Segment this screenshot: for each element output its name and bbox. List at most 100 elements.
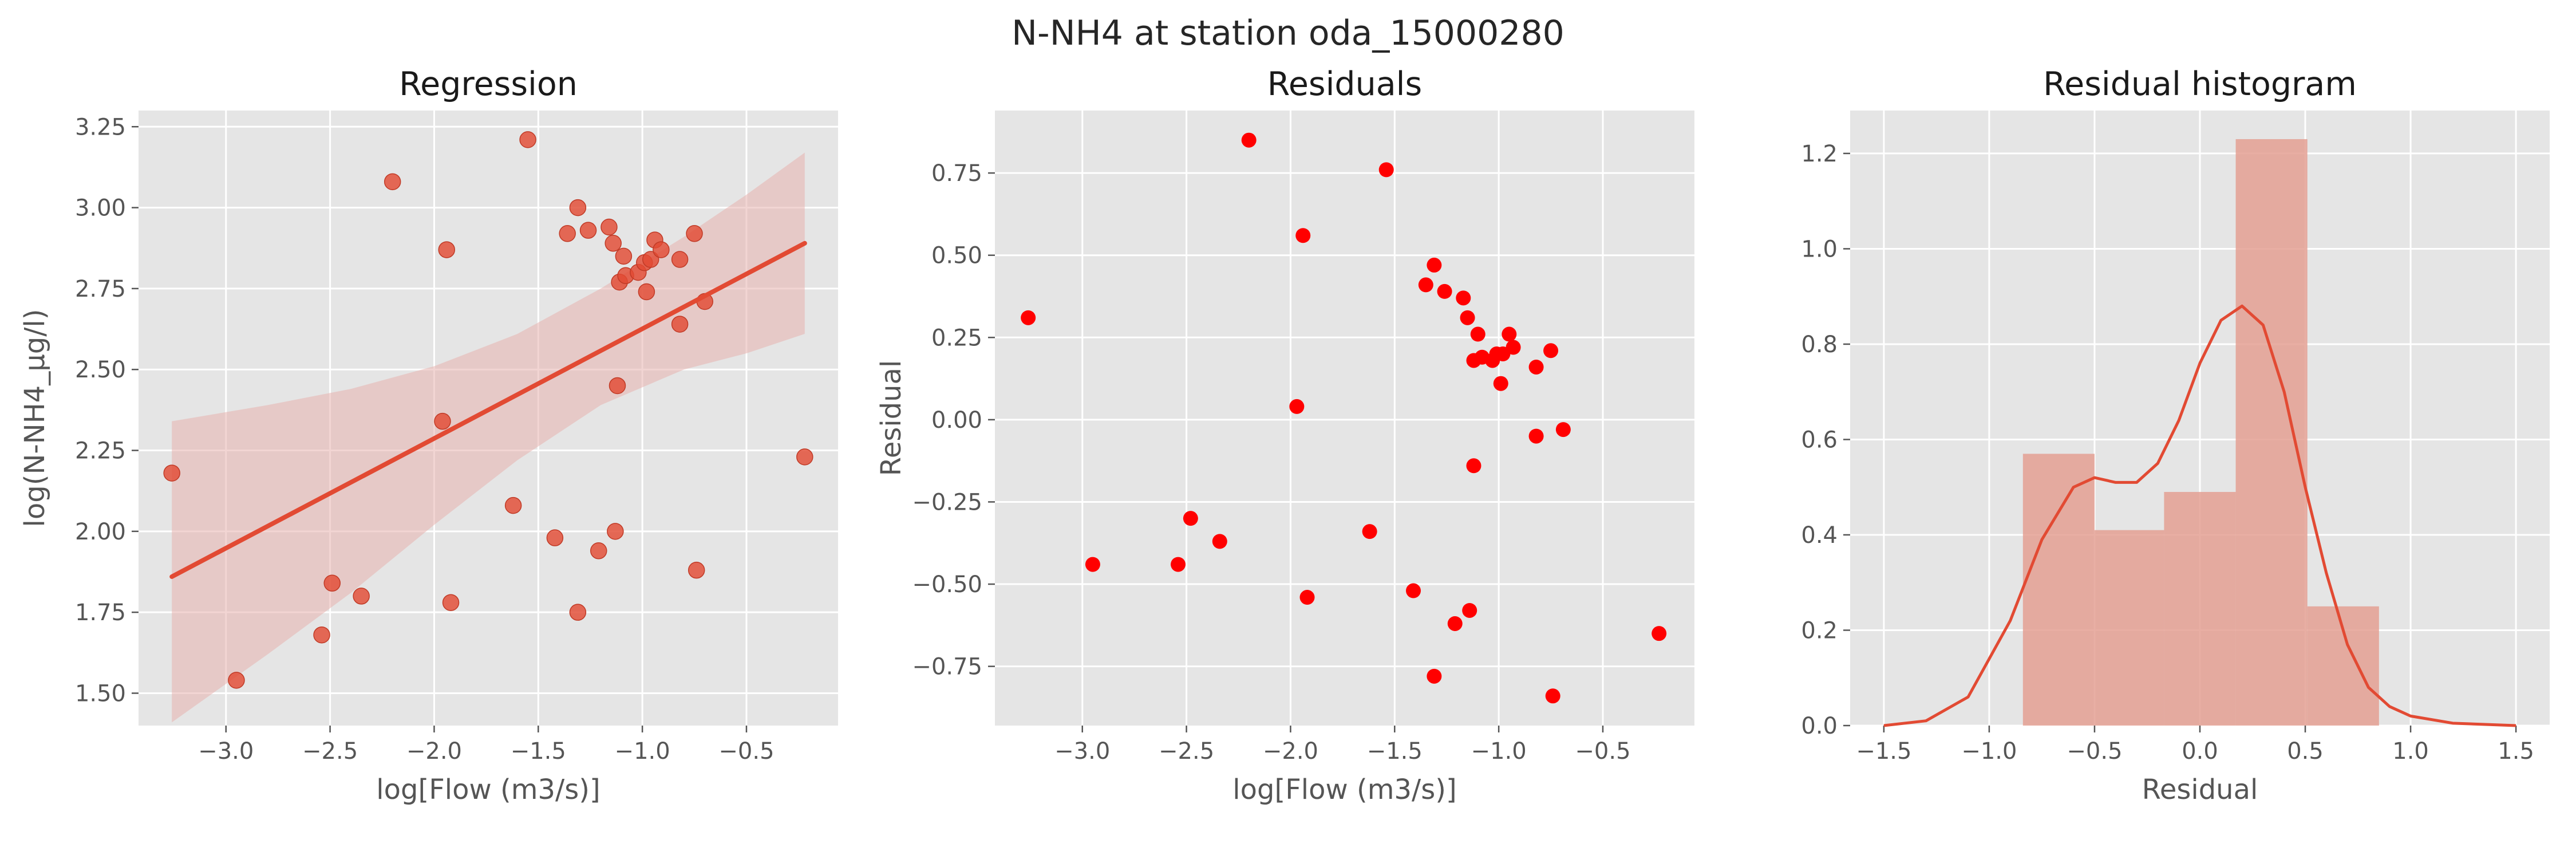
data-point: [163, 464, 180, 482]
data-point: [228, 672, 245, 689]
data-point: [1171, 557, 1186, 572]
histogram-bar: [2094, 530, 2164, 726]
data-point: [1362, 524, 1377, 539]
x-tick-label: 0.0: [2182, 738, 2218, 765]
data-point: [546, 529, 564, 546]
data-point: [796, 448, 813, 466]
data-point: [590, 542, 607, 559]
y-tick-label: 2.50: [75, 357, 126, 383]
data-point: [1462, 602, 1477, 618]
data-point: [686, 225, 703, 242]
data-point: [434, 412, 451, 430]
histogram-bar: [2022, 454, 2095, 726]
data-point: [600, 218, 618, 236]
y-tick-label: −0.25: [912, 489, 982, 515]
data-point: [1493, 376, 1508, 391]
data-point: [1545, 688, 1560, 704]
x-tick-label: −1.0: [1961, 738, 2017, 765]
data-point: [615, 247, 633, 265]
data-point: [1502, 326, 1517, 342]
data-point: [671, 251, 689, 268]
y-tick-label: 1.0: [1801, 236, 1838, 262]
x-tick-label: 1.0: [2392, 738, 2429, 765]
data-point: [605, 235, 622, 252]
y-tick-label: 1.50: [75, 680, 126, 707]
y-tick-label: 2.00: [75, 519, 126, 545]
x-tick-label: −2.0: [1263, 738, 1318, 765]
data-point: [1470, 326, 1485, 342]
y-tick-label: 3.25: [75, 114, 126, 140]
y-tick-label: −0.50: [912, 572, 982, 598]
x-tick-label: 1.5: [2498, 738, 2534, 765]
data-point: [1460, 310, 1475, 325]
data-point: [1295, 228, 1311, 243]
data-point: [1378, 162, 1394, 178]
x-tick-label: −2.5: [1159, 738, 1214, 765]
histogram-bar: [2235, 139, 2308, 726]
residual-histogram-panel: −1.5 −1.0 −0.5 0.0 0.5 1.0 1.5 0.0 0.2 0.4 0.6 0.8 1…: [1801, 65, 2550, 806]
y-axis-label: Residual: [875, 360, 907, 476]
y-tick-label: 0.2: [1801, 617, 1838, 644]
data-point: [504, 497, 522, 514]
x-tick-label: −1.5: [511, 738, 566, 765]
y-tick-label: 0.25: [931, 325, 982, 351]
y-tick-label: 0.8: [1801, 332, 1838, 358]
data-point: [1241, 132, 1257, 148]
y-tick-label: 0.50: [931, 243, 982, 269]
x-tick-label: −3.0: [1054, 738, 1110, 765]
y-tick-label: −0.75: [912, 654, 982, 680]
data-point: [1555, 422, 1571, 438]
x-tick-label: −0.5: [2067, 738, 2122, 765]
x-tick-label: −1.5: [1856, 738, 1911, 765]
panel-title: Regression: [399, 65, 578, 103]
x-tick-label: −2.0: [406, 738, 462, 765]
data-point: [1437, 283, 1452, 299]
data-point: [1456, 290, 1471, 306]
x-axis-label: Residual: [2142, 774, 2258, 806]
x-tick-label: −2.5: [302, 738, 358, 765]
x-tick-label: 0.5: [2287, 738, 2324, 765]
x-tick-label: −1.5: [1367, 738, 1423, 765]
y-tick-label: 3.00: [75, 195, 126, 222]
histogram-bar: [2164, 492, 2236, 726]
x-tick-label: −1.0: [615, 738, 670, 765]
data-point: [1447, 616, 1463, 631]
data-point: [384, 173, 401, 191]
kde-curve: [1883, 304, 2516, 727]
data-point: [353, 588, 370, 605]
y-tick-label: 1.2: [1801, 141, 1838, 167]
y-axis-label: log(N-NH4_µg/l): [19, 309, 51, 527]
residuals-panel: −3.0 −2.5 −2.0 −1.5 −1.0 −0.5 −0.75 −0.50 −0.25 0…: [875, 65, 1694, 806]
y-tick-label: 0.0: [1801, 713, 1838, 739]
data-point: [1528, 359, 1544, 375]
data-point: [1528, 428, 1544, 444]
data-point: [1543, 343, 1559, 358]
y-tick-label: 0.4: [1801, 522, 1838, 549]
data-point: [1021, 310, 1036, 325]
x-tick-label: −3.0: [198, 738, 254, 765]
x-tick-label: −1.0: [1471, 738, 1527, 765]
data-point: [1652, 626, 1667, 641]
data-point: [1427, 257, 1442, 273]
data-point: [519, 131, 536, 148]
data-point: [1183, 511, 1198, 526]
y-tick-label: 0.00: [931, 407, 982, 434]
plot-area: [995, 111, 1694, 726]
data-point: [638, 283, 655, 301]
data-point: [609, 377, 626, 395]
data-point: [1299, 590, 1315, 605]
panel-title: Residual histogram: [2043, 65, 2357, 103]
x-axis-label: log[Flow (m3/s)]: [1232, 774, 1456, 806]
data-point: [1212, 534, 1227, 549]
data-point: [1466, 458, 1481, 474]
data-point: [607, 523, 624, 540]
y-tick-label: 2.25: [75, 438, 126, 464]
data-point: [559, 225, 576, 242]
regression-line: [169, 241, 807, 579]
x-tick-label: −0.5: [718, 738, 774, 765]
panel-title: Residuals: [1267, 65, 1422, 103]
regression-panel: −3.0 −2.5 −2.0 −1.5 −1.0 −0.5 1.50 1.75 2.00 2.25…: [19, 65, 838, 806]
data-point: [438, 241, 456, 258]
y-tick-label: 1.75: [75, 600, 126, 626]
